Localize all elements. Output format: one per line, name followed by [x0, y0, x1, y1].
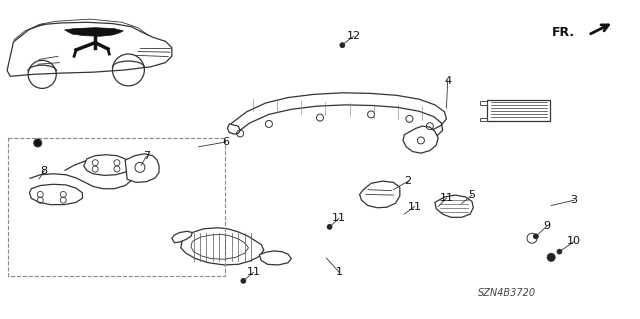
Circle shape: [327, 224, 332, 229]
Circle shape: [34, 139, 42, 147]
Bar: [8, 138, 225, 276]
Polygon shape: [65, 28, 124, 36]
Bar: [479, 118, 487, 121]
Text: 8: 8: [40, 166, 48, 176]
Circle shape: [340, 43, 345, 48]
Text: 1: 1: [335, 267, 342, 277]
Text: 11: 11: [332, 213, 346, 223]
Text: 7: 7: [143, 151, 150, 161]
Polygon shape: [360, 181, 400, 208]
Text: 2: 2: [404, 176, 412, 186]
Text: 9: 9: [543, 221, 550, 231]
Text: FR.: FR.: [552, 26, 575, 39]
Circle shape: [557, 249, 562, 254]
Polygon shape: [125, 154, 159, 182]
Text: 12: 12: [347, 31, 361, 41]
Text: 11: 11: [408, 202, 422, 211]
Polygon shape: [180, 228, 264, 265]
Polygon shape: [7, 22, 172, 76]
Text: 4: 4: [444, 76, 451, 86]
Text: 6: 6: [222, 137, 229, 147]
Text: SZN4B3720: SZN4B3720: [478, 288, 536, 298]
Polygon shape: [84, 155, 130, 175]
Text: 11: 11: [440, 193, 454, 203]
Polygon shape: [403, 126, 438, 153]
Polygon shape: [259, 251, 291, 265]
Circle shape: [547, 253, 555, 261]
Polygon shape: [435, 195, 473, 217]
Text: 11: 11: [246, 267, 260, 277]
Text: 3: 3: [571, 195, 578, 205]
Polygon shape: [29, 184, 83, 204]
Text: 10: 10: [567, 236, 581, 247]
Polygon shape: [172, 231, 192, 243]
Polygon shape: [227, 124, 240, 134]
Bar: [487, 100, 550, 122]
Circle shape: [241, 278, 246, 283]
Bar: [479, 101, 487, 105]
Text: 5: 5: [468, 190, 476, 200]
Circle shape: [533, 234, 538, 239]
